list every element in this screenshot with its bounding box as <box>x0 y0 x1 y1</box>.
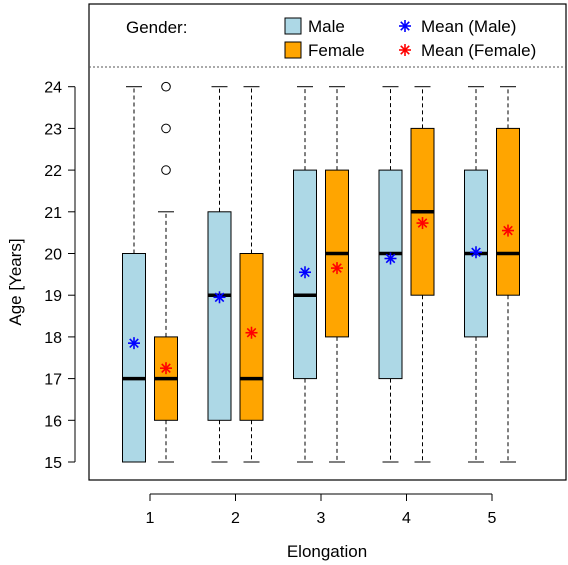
box-female-1 <box>154 81 178 463</box>
mean-marker-stroke <box>400 21 410 31</box>
x-tick-label: 1 <box>146 510 155 527</box>
legend-star-icon <box>399 20 411 32</box>
x-tick-label: 2 <box>231 510 240 527</box>
legend-item-mean-female: Mean (Female) <box>399 41 536 60</box>
mean-marker-male <box>384 252 397 265</box>
legend-item-mean-male: Mean (Male) <box>399 17 516 36</box>
box-body <box>496 127 520 296</box>
box-body <box>122 253 146 463</box>
legend-label: Male <box>308 17 345 36</box>
mean-marker-male <box>470 246 482 259</box>
mean-marker-stroke <box>161 363 171 373</box>
y-tick-label: 15 <box>44 455 62 472</box>
y-tick-label: 21 <box>44 205 62 222</box>
mean-marker-stroke <box>332 263 342 273</box>
mean-marker-stroke <box>246 327 257 338</box>
legend-item-male: Male <box>284 17 345 36</box>
mean-marker-male <box>213 291 226 304</box>
box-male-3 <box>293 86 317 463</box>
mean-marker-stroke <box>214 292 225 303</box>
box-male-4 <box>378 86 403 463</box>
legend-star-icon <box>399 44 411 56</box>
legend-label: Mean (Male) <box>421 17 516 36</box>
mean-marker-male <box>128 337 140 350</box>
mean-marker-stroke <box>385 253 396 264</box>
plot-layer <box>122 81 520 463</box>
box-female-5 <box>496 86 520 463</box>
mean-marker-stroke <box>300 267 310 278</box>
box-male-1 <box>122 86 146 463</box>
outlier-point <box>161 81 171 92</box>
mean-marker-stroke <box>417 218 428 228</box>
mean-marker-male <box>299 266 311 279</box>
box-male-2 <box>207 86 232 463</box>
mean-marker-stroke <box>471 247 481 258</box>
y-tick-label: 22 <box>44 163 62 180</box>
mean-marker-female <box>160 362 172 375</box>
box-body <box>207 211 232 421</box>
box-female-2 <box>239 86 264 463</box>
y-tick-label: 18 <box>44 330 62 347</box>
legend-swatch <box>284 41 302 59</box>
x-tick-label: 4 <box>402 510 411 527</box>
mean-marker-stroke <box>400 45 410 55</box>
mean-marker-female <box>245 326 258 339</box>
legend: Gender: Male Female Mean (Male) Mean (Female… <box>126 17 536 60</box>
y-tick-label: 17 <box>44 372 62 389</box>
y-tick-label: 16 <box>44 413 62 430</box>
box-male-5 <box>464 86 488 463</box>
mean-marker-female <box>502 224 514 237</box>
mean-marker-female <box>416 217 429 230</box>
y-tick-label: 23 <box>44 121 62 138</box>
legend-item-female: Female <box>284 41 365 60</box>
x-axis-label: Elongation <box>287 542 367 561</box>
plot-frame <box>88 3 567 481</box>
outlier-point <box>161 123 171 134</box>
mean-marker-stroke <box>129 338 139 348</box>
box-female-3 <box>325 86 349 463</box>
legend-label: Female <box>308 41 365 60</box>
box-body <box>378 169 403 380</box>
y-tick-label: 20 <box>44 247 62 264</box>
y-tick-label: 24 <box>44 80 62 97</box>
x-tick-label: 5 <box>488 510 497 527</box>
x-tick-label: 3 <box>317 510 326 527</box>
y-tick-label: 19 <box>44 288 62 305</box>
y-axis-label: Age [Years] <box>6 238 25 325</box>
mean-marker-female <box>331 262 343 275</box>
legend-label: Mean (Female) <box>421 41 536 60</box>
mean-marker-stroke <box>503 225 513 236</box>
legend-swatch <box>284 17 302 35</box>
outlier-point <box>161 165 171 175</box>
box-female-4 <box>410 86 435 463</box>
legend-title: Gender: <box>126 18 187 37</box>
